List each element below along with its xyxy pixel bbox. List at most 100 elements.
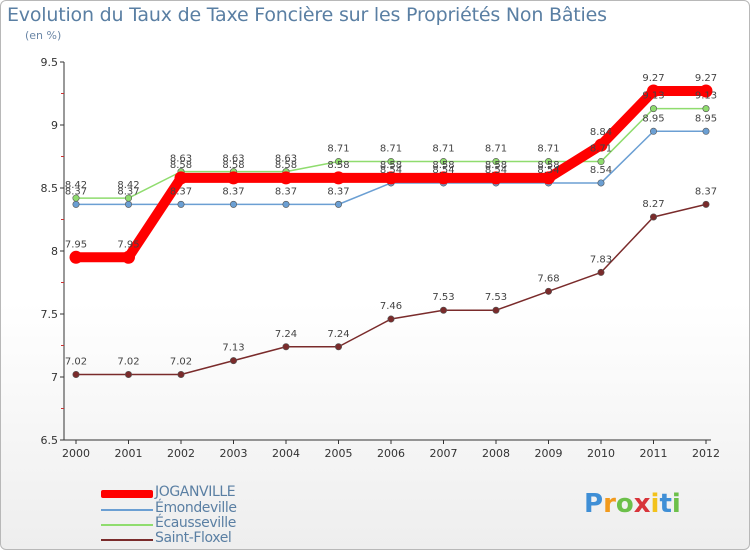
data-label-saint-floxel: 8.37	[695, 186, 717, 197]
data-label-emondeville: 8.37	[275, 186, 297, 197]
data-label-emondeville: 8.54	[380, 165, 402, 176]
data-point-saint-floxel	[492, 306, 500, 314]
data-label-joganville: 7.95	[117, 239, 139, 250]
data-label-joganville: 9.27	[695, 73, 717, 84]
data-label-emondeville: 8.37	[117, 186, 139, 197]
data-label-ecausseville: 9.13	[695, 91, 717, 102]
data-label-joganville: 8.58	[537, 160, 559, 171]
data-point-saint-floxel	[597, 268, 605, 276]
data-point-ecausseville	[334, 158, 342, 166]
data-label-emondeville: 8.37	[170, 186, 192, 197]
data-label-ecausseville: 8.71	[432, 144, 454, 155]
data-label-saint-floxel: 7.53	[432, 292, 454, 303]
data-label-saint-floxel: 8.27	[642, 199, 664, 210]
data-point-saint-floxel	[125, 370, 133, 378]
legend-swatch-emondeville	[101, 509, 153, 511]
logo-letter: i	[671, 489, 681, 519]
data-label-joganville: 8.58	[380, 160, 402, 171]
data-point-saint-floxel	[72, 370, 80, 378]
data-point-saint-floxel	[544, 287, 552, 295]
data-point-ecausseville	[544, 158, 552, 166]
proxiti-logo: Proxiti	[584, 489, 681, 519]
x-tick-label: 2008	[482, 447, 510, 460]
y-tick-label: 7	[51, 371, 58, 384]
chart-title: Evolution du Taux de Taxe Foncière sur l…	[7, 4, 607, 26]
data-point-saint-floxel	[702, 200, 710, 208]
data-label-saint-floxel: 7.46	[380, 301, 402, 312]
data-point-emondeville	[230, 200, 238, 208]
logo-letter: P	[584, 489, 604, 519]
data-point-joganville	[174, 171, 188, 185]
legend-label-joganville: JOGANVILLE	[155, 484, 236, 500]
x-tick-label: 2004	[272, 447, 300, 460]
logo-letter: o	[615, 489, 634, 519]
data-label-ecausseville: 8.71	[485, 144, 507, 155]
data-label-emondeville: 8.37	[65, 186, 87, 197]
legend-label-ecausseville: Écausseville	[155, 515, 236, 531]
data-label-saint-floxel: 7.24	[275, 329, 297, 340]
data-point-emondeville	[334, 200, 342, 208]
y-tick-label: 9	[51, 119, 58, 132]
data-point-saint-floxel	[282, 343, 290, 351]
series-layer	[69, 84, 713, 378]
data-label-ecausseville: 8.42	[65, 180, 87, 191]
data-point-ecausseville	[649, 105, 657, 113]
x-tick-label: 2000	[62, 447, 90, 460]
data-label-joganville: 8.84	[590, 127, 612, 138]
data-point-joganville	[122, 250, 135, 264]
data-label-saint-floxel: 7.53	[485, 292, 507, 303]
data-labels-layer: 7.02 7.02 7.02 7.13 7.24 7.24 7.46 7.53 7.53 7.68…	[65, 73, 717, 368]
x-tick-label: 2002	[167, 447, 195, 460]
data-point-ecausseville	[492, 158, 500, 166]
data-label-emondeville: 8.54	[590, 165, 612, 176]
data-label-ecausseville: 8.71	[537, 144, 559, 155]
x-tick-label: 2007	[430, 447, 458, 460]
chart-subtitle: (en %)	[25, 29, 62, 42]
data-label-ecausseville: 8.63	[222, 154, 244, 165]
logo-letter: i	[650, 489, 660, 519]
data-point-saint-floxel	[439, 306, 447, 314]
y-tick-label: 7.5	[41, 308, 59, 321]
data-point-joganville	[69, 250, 83, 264]
data-point-joganville	[542, 171, 555, 185]
data-label-ecausseville: 8.63	[170, 154, 192, 165]
legend-swatch-joganville	[101, 490, 153, 498]
data-point-ecausseville	[439, 158, 447, 166]
data-label-saint-floxel: 7.68	[537, 273, 559, 284]
data-point-ecausseville	[597, 158, 605, 166]
data-label-joganville: 8.58	[327, 160, 349, 171]
data-point-saint-floxel	[649, 213, 657, 221]
x-tick-label: 2006	[377, 447, 405, 460]
legend-label-saint-floxel: Saint-Floxel	[155, 530, 232, 546]
x-tick-label: 2005	[325, 447, 353, 460]
data-point-ecausseville	[125, 194, 133, 202]
x-tick-label: 2009	[535, 447, 563, 460]
data-point-joganville	[594, 138, 608, 152]
data-label-saint-floxel: 7.24	[327, 329, 349, 340]
data-point-emondeville	[125, 200, 133, 208]
data-label-ecausseville: 8.71	[590, 144, 612, 155]
data-point-ecausseville	[387, 158, 395, 166]
data-label-joganville: 8.58	[485, 160, 507, 171]
data-label-saint-floxel: 7.02	[117, 356, 139, 367]
x-tick-label: 2011	[640, 447, 668, 460]
data-point-emondeville	[72, 200, 80, 208]
data-label-ecausseville: 8.42	[117, 180, 139, 191]
y-tick-label: 8	[51, 245, 58, 258]
data-label-ecausseville: 8.71	[380, 144, 402, 155]
x-tick-label: 2010	[587, 447, 615, 460]
logo-letter: x	[633, 489, 651, 519]
data-point-joganville	[332, 171, 345, 185]
data-point-ecausseville	[72, 194, 80, 202]
data-label-joganville: 8.58	[432, 160, 454, 171]
data-label-emondeville: 8.54	[432, 165, 454, 176]
data-label-saint-floxel: 7.02	[170, 356, 192, 367]
legend-swatch-saint-floxel	[101, 539, 153, 541]
data-point-emondeville	[177, 200, 185, 208]
data-label-ecausseville: 8.71	[327, 144, 349, 155]
data-point-emondeville	[282, 200, 290, 208]
data-label-joganville: 8.58	[170, 160, 192, 171]
data-label-joganville: 8.58	[275, 160, 297, 171]
